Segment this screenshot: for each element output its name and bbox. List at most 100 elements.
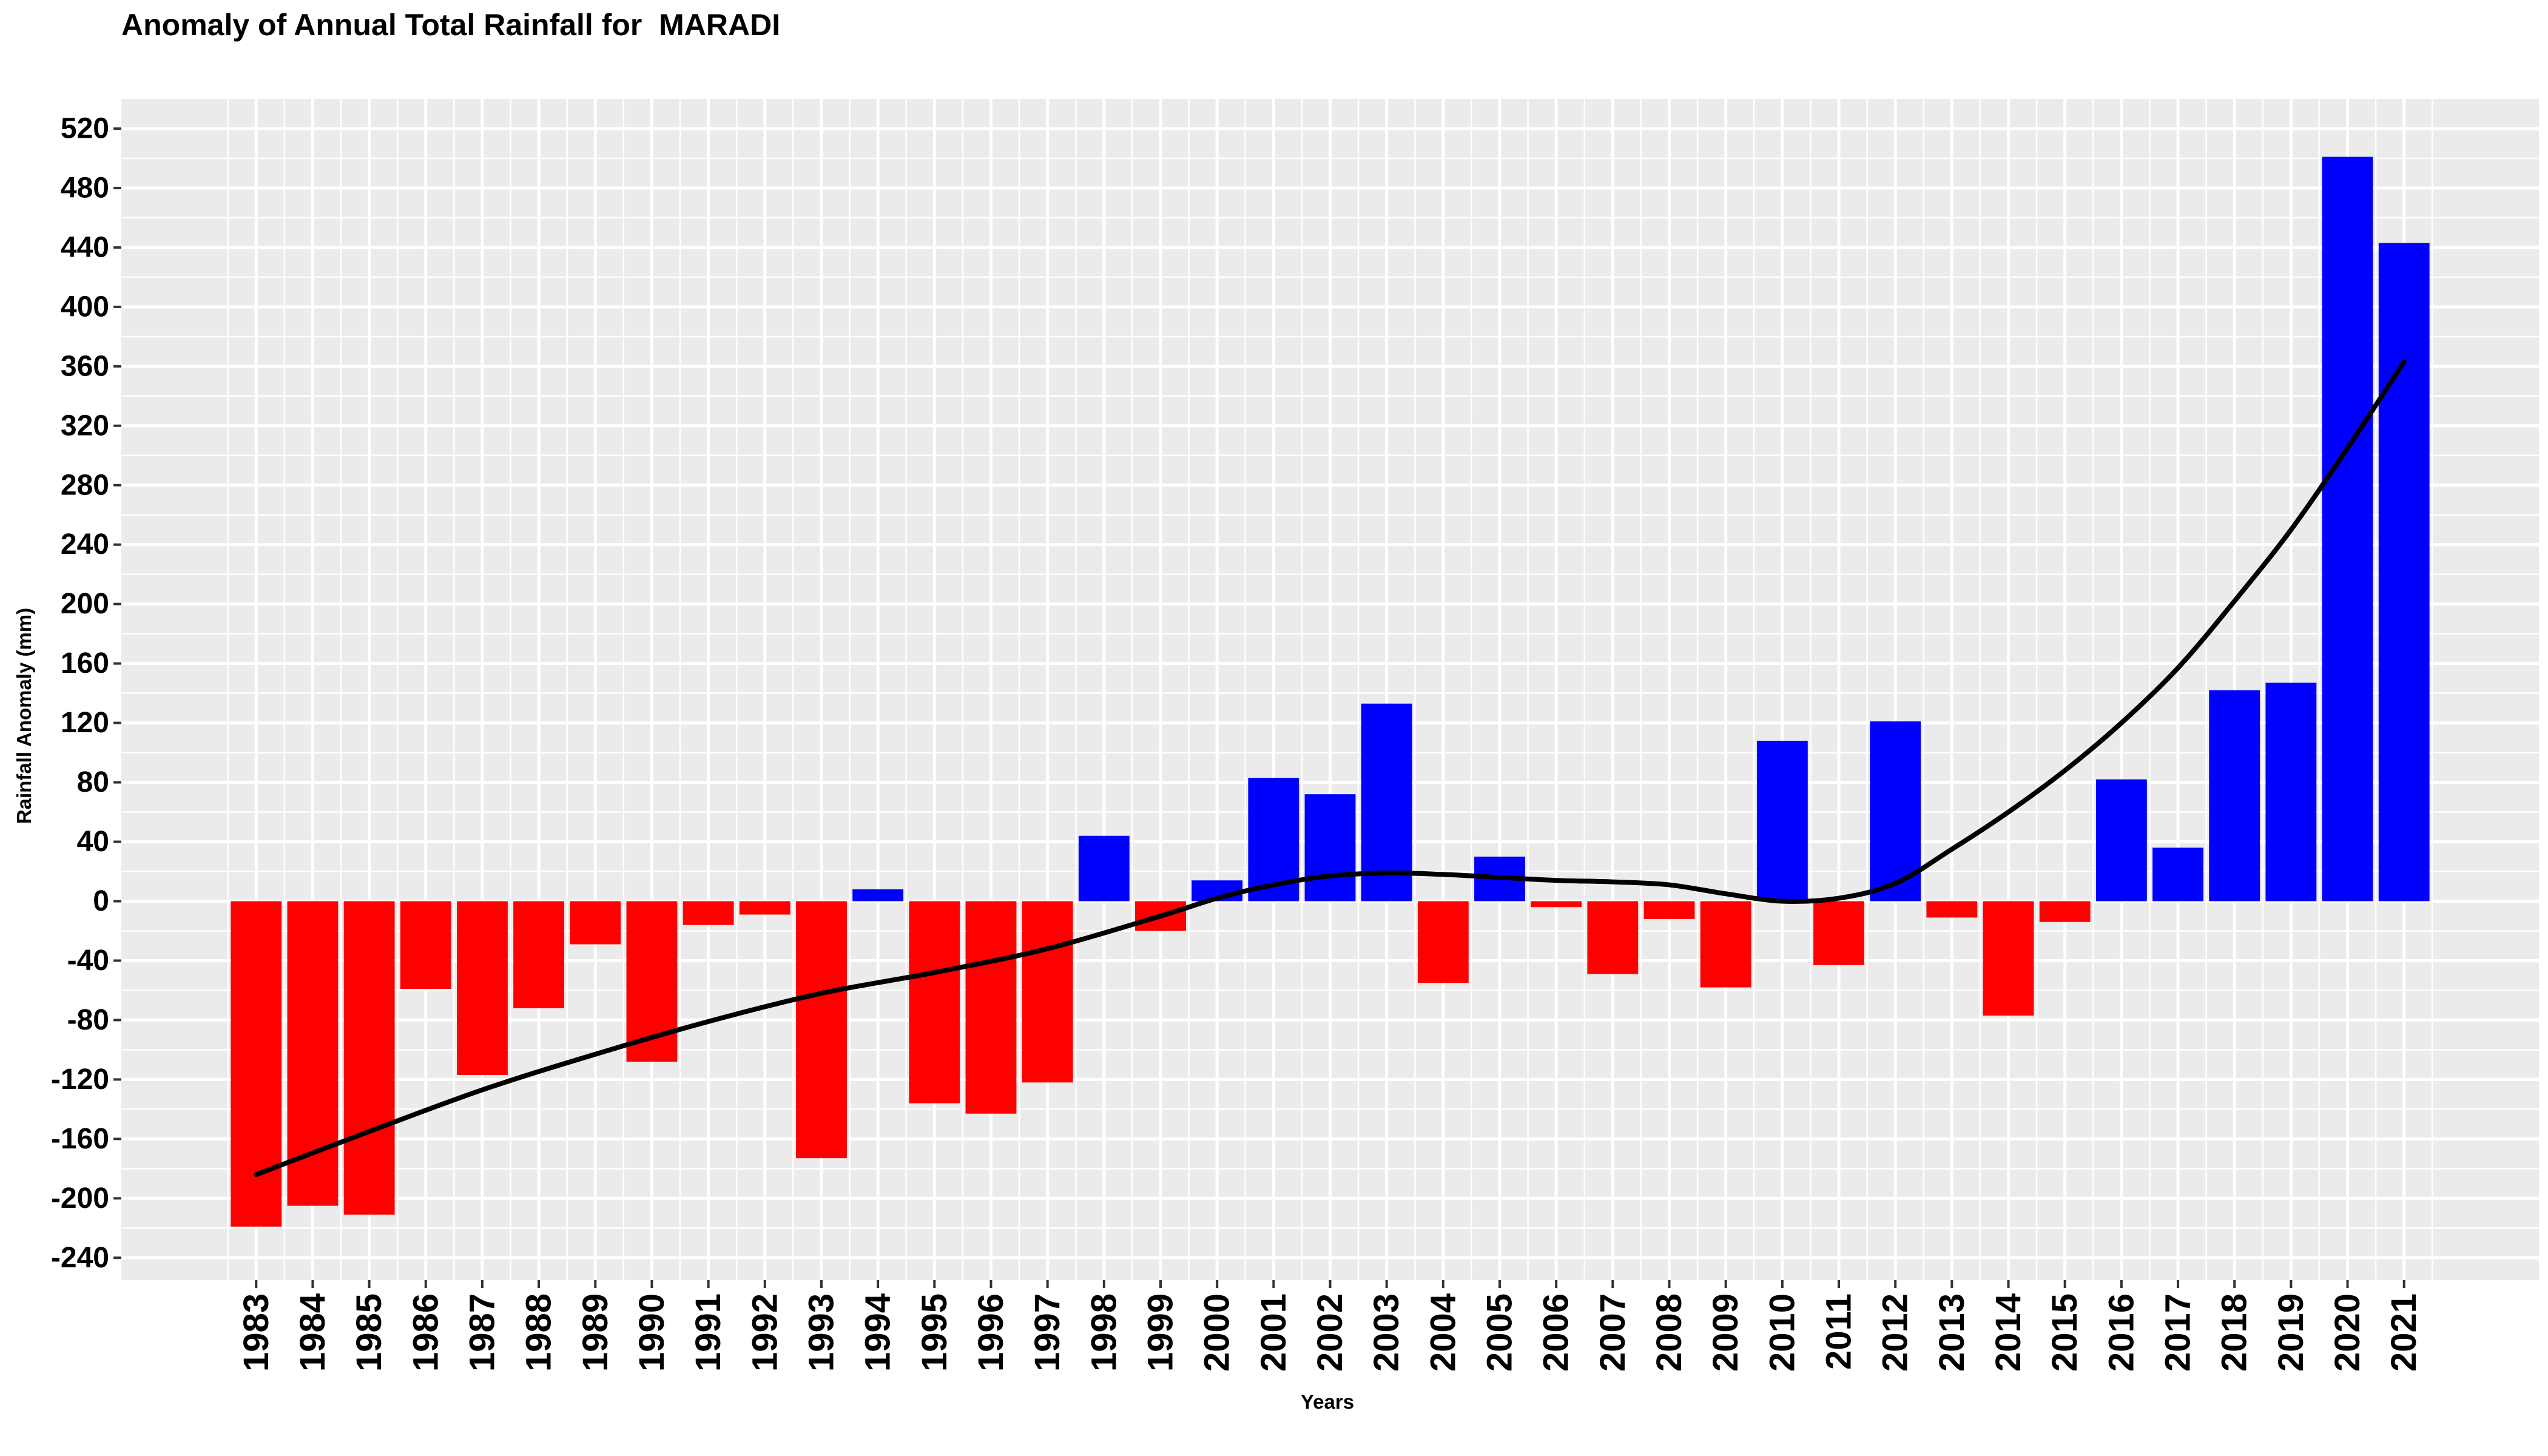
x-axis: 1983 1984 1985 1986 1987 1988 1989 1990 1991 1992… bbox=[237, 1280, 2424, 1372]
y-tick-label: 160 bbox=[61, 647, 109, 679]
y-tick-label: -40 bbox=[67, 945, 109, 977]
bar-2017 bbox=[2152, 848, 2203, 902]
y-tick-label: 240 bbox=[61, 528, 109, 561]
x-tick-label: 1985 bbox=[349, 1293, 389, 1372]
bar-1994 bbox=[852, 889, 904, 902]
y-tick-label: 400 bbox=[61, 291, 109, 323]
x-tick-label: 1998 bbox=[1084, 1293, 1124, 1372]
y-tick-label: -160 bbox=[51, 1123, 109, 1155]
bar-2019 bbox=[2265, 682, 2317, 902]
bar-1992 bbox=[739, 901, 790, 915]
y-tick-label: 320 bbox=[61, 410, 109, 442]
x-tick-label: 2010 bbox=[1762, 1293, 1802, 1372]
bar-series bbox=[231, 157, 2430, 1227]
y-tick-label: 480 bbox=[61, 172, 109, 204]
bar-2014 bbox=[1983, 901, 2034, 1016]
bar-2018 bbox=[2209, 690, 2260, 902]
y-tick-label: 40 bbox=[77, 826, 109, 858]
x-tick-label: 2004 bbox=[1423, 1293, 1463, 1372]
y-tick-label: 440 bbox=[61, 231, 109, 263]
y-tick-label: 200 bbox=[61, 588, 109, 620]
x-tick-label: 2021 bbox=[2384, 1293, 2424, 1372]
y-tick-label: 80 bbox=[77, 766, 109, 798]
x-tick-label: 2007 bbox=[1593, 1293, 1633, 1372]
x-tick-label: 2000 bbox=[1198, 1293, 1237, 1372]
x-tick-label: 2012 bbox=[1876, 1293, 1915, 1372]
trend-layer bbox=[254, 359, 2407, 1178]
bar-1985 bbox=[343, 901, 395, 1215]
x-tick-label: 2020 bbox=[2328, 1293, 2367, 1372]
x-tick-label: 2015 bbox=[2045, 1293, 2085, 1372]
x-tick-label: 1987 bbox=[462, 1293, 502, 1372]
bar-2021 bbox=[2378, 243, 2430, 902]
bar-2020 bbox=[2322, 157, 2373, 902]
y-tick-label: 120 bbox=[61, 707, 109, 739]
y-tick-label: -240 bbox=[51, 1242, 109, 1274]
trend-line bbox=[254, 359, 2407, 1178]
x-tick-label: 1988 bbox=[519, 1293, 559, 1372]
bar-1995 bbox=[909, 901, 960, 1104]
bar-2003 bbox=[1361, 703, 1412, 902]
bar-1996 bbox=[965, 901, 1017, 1114]
x-tick-label: 1984 bbox=[293, 1293, 332, 1372]
x-tick-label: 2002 bbox=[1310, 1293, 1350, 1372]
y-tick-label: 280 bbox=[61, 469, 109, 501]
bar-2011 bbox=[1813, 901, 1864, 965]
y-axis: -240 -200 -160 -120 -80 -40 0 40 80 120 160 200 240 2… bbox=[51, 112, 121, 1274]
x-tick-label: 2009 bbox=[1706, 1293, 1745, 1372]
bar-2004 bbox=[1417, 901, 1469, 983]
y-tick-label: -120 bbox=[51, 1063, 109, 1096]
bar-1991 bbox=[682, 901, 734, 925]
x-tick-label: 1995 bbox=[915, 1293, 954, 1372]
bar-1988 bbox=[513, 901, 565, 1008]
x-tick-label: 2016 bbox=[2101, 1293, 2141, 1372]
bar-2006 bbox=[1531, 901, 1582, 908]
x-tick-label: 2013 bbox=[1932, 1293, 1972, 1372]
x-tick-label: 1997 bbox=[1028, 1293, 1067, 1372]
y-tick-label: 520 bbox=[61, 112, 109, 144]
bar-1983 bbox=[231, 901, 282, 1227]
x-tick-label: 2008 bbox=[1650, 1293, 1689, 1372]
x-tick-label: 2006 bbox=[1537, 1293, 1576, 1372]
x-tick-label: 2001 bbox=[1254, 1293, 1293, 1372]
y-tick-label: -200 bbox=[51, 1182, 109, 1215]
x-tick-label: 1999 bbox=[1141, 1293, 1180, 1372]
x-axis-title: Years bbox=[1300, 1390, 1355, 1413]
bar-2015 bbox=[2039, 901, 2091, 922]
x-tick-label: 1994 bbox=[858, 1293, 898, 1372]
bar-1987 bbox=[457, 901, 508, 1076]
x-tick-label: 1996 bbox=[971, 1293, 1011, 1372]
x-tick-label: 2011 bbox=[1819, 1293, 1859, 1370]
y-tick-label: -80 bbox=[67, 1004, 109, 1036]
bar-1993 bbox=[796, 901, 847, 1159]
x-tick-label: 2005 bbox=[1480, 1293, 1520, 1372]
y-tick-label: 0 bbox=[93, 885, 109, 917]
x-tick-label: 2018 bbox=[2215, 1293, 2254, 1372]
x-tick-label: 1983 bbox=[237, 1293, 276, 1372]
x-tick-label: 2014 bbox=[1989, 1293, 2028, 1372]
bar-2008 bbox=[1643, 901, 1695, 919]
x-tick-label: 2003 bbox=[1367, 1293, 1406, 1372]
bar-2012 bbox=[1870, 721, 1921, 902]
bar-2007 bbox=[1587, 901, 1639, 974]
x-tick-label: 1991 bbox=[689, 1293, 728, 1372]
x-tick-label: 1989 bbox=[576, 1293, 615, 1372]
x-tick-label: 1990 bbox=[632, 1293, 672, 1372]
x-tick-label: 2017 bbox=[2159, 1293, 2198, 1372]
x-tick-label: 1986 bbox=[406, 1293, 445, 1372]
bar-2010 bbox=[1756, 740, 1808, 902]
bar-1997 bbox=[1022, 901, 1073, 1083]
bar-2002 bbox=[1304, 794, 1356, 902]
bar-1998 bbox=[1078, 835, 1130, 902]
bar-2016 bbox=[2095, 779, 2147, 902]
bar-1989 bbox=[570, 901, 621, 945]
bar-2009 bbox=[1700, 901, 1751, 988]
x-tick-label: 1993 bbox=[801, 1293, 841, 1372]
x-tick-label: 1992 bbox=[745, 1293, 784, 1372]
chart-title: Anomaly of Annual Total Rainfall for MAR… bbox=[121, 8, 781, 42]
bar-1986 bbox=[400, 901, 451, 989]
y-tick-label: 360 bbox=[61, 350, 109, 382]
bar-2013 bbox=[1926, 901, 1978, 918]
x-tick-label: 2019 bbox=[2271, 1293, 2311, 1372]
